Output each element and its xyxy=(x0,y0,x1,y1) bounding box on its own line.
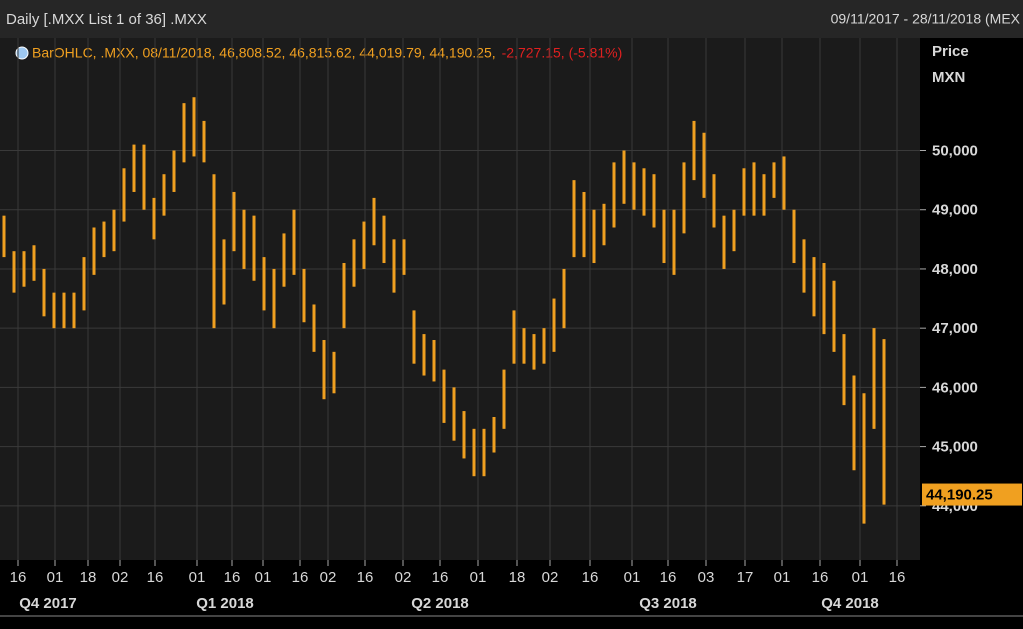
y-axis-unit: MXN xyxy=(932,69,965,86)
x-tick-label: 16 xyxy=(582,569,599,586)
y-tick-label: 47,000 xyxy=(932,320,978,337)
x-tick-label: 03 xyxy=(698,569,715,586)
x-tick-label: 01 xyxy=(470,569,487,586)
y-tick-label: 49,000 xyxy=(932,202,978,219)
x-tick-label: 18 xyxy=(80,569,97,586)
period-label: Q2 2018 xyxy=(411,595,469,612)
x-tick-label: 02 xyxy=(112,569,129,586)
legend-icon xyxy=(15,46,29,60)
x-tick-label: 01 xyxy=(852,569,869,586)
y-tick-label: 50,000 xyxy=(932,142,978,159)
x-tick-label: 16 xyxy=(889,569,906,586)
x-tick-label: 18 xyxy=(509,569,526,586)
x-tick-label: 16 xyxy=(812,569,829,586)
y-tick-label: 46,000 xyxy=(932,379,978,396)
x-tick-label: 16 xyxy=(660,569,677,586)
x-tick-label: 17 xyxy=(737,569,754,586)
x-tick-label: 16 xyxy=(432,569,449,586)
period-label: Q3 2018 xyxy=(639,595,697,612)
date-range: 09/11/2017 - 28/11/2018 (MEX xyxy=(831,11,1021,27)
y-tick-label: 48,000 xyxy=(932,261,978,278)
last-price-badge xyxy=(922,483,1022,506)
x-tick-label: 16 xyxy=(357,569,374,586)
y-tick-label: 45,000 xyxy=(932,439,978,456)
last-price-label: 44,190.25 xyxy=(926,487,993,504)
legend-text: BarOHLC, .MXX, 08/11/2018, 46,808.52, 46… xyxy=(32,45,496,61)
x-tick-label: 16 xyxy=(10,569,27,586)
legend-change: -2,727.15, (-5.81%) xyxy=(502,45,623,61)
x-tick-label: 01 xyxy=(47,569,64,586)
x-tick-label: 02 xyxy=(320,569,337,586)
x-tick-label: 02 xyxy=(395,569,412,586)
plot-area xyxy=(0,38,920,560)
period-label: Q1 2018 xyxy=(196,595,254,612)
x-tick-label: 02 xyxy=(542,569,559,586)
chart-title: Daily [.MXX List 1 of 36] .MXX xyxy=(6,11,207,28)
x-tick-label: 01 xyxy=(624,569,641,586)
header-bar xyxy=(0,0,1023,38)
period-label: Q4 2017 xyxy=(19,595,77,612)
x-tick-label: 01 xyxy=(189,569,206,586)
x-tick-label: 01 xyxy=(774,569,791,586)
y-axis-label: Price xyxy=(932,43,969,60)
x-tick-label: 16 xyxy=(292,569,309,586)
period-label: Q4 2018 xyxy=(821,595,879,612)
x-tick-label: 16 xyxy=(224,569,241,586)
x-tick-label: 01 xyxy=(255,569,272,586)
x-tick-label: 16 xyxy=(147,569,164,586)
